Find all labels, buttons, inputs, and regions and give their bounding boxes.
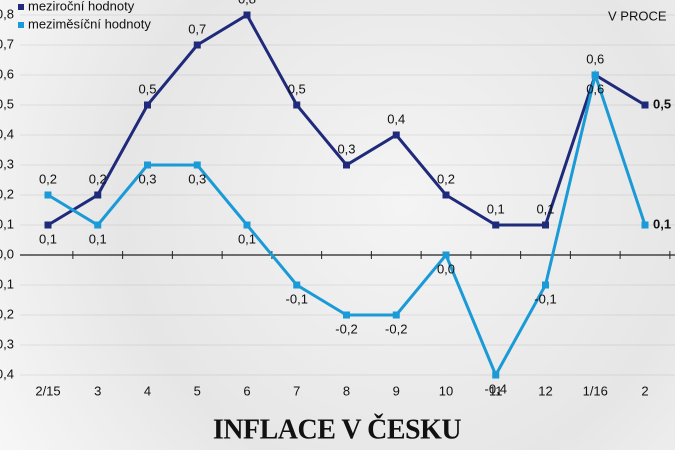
point [591, 71, 599, 79]
data-label: 0,5 [288, 81, 306, 96]
point [193, 161, 201, 169]
point [442, 191, 450, 199]
legend-label: meziroční hodnoty [28, 0, 135, 13]
data-label: 0,1 [89, 231, 107, 246]
x-tick-label: 9 [393, 383, 400, 398]
x-tick-label: 12 [538, 383, 552, 398]
data-label: 0,0 [437, 261, 455, 276]
point [641, 101, 649, 109]
point [343, 311, 350, 319]
point [492, 371, 500, 379]
point [343, 161, 350, 169]
data-label: 0,3 [337, 141, 355, 156]
y-tick-label: 0,5 [0, 96, 14, 111]
point [44, 221, 52, 229]
x-tick-label: 3 [94, 383, 101, 398]
point [44, 191, 52, 199]
x-tick-label: 2 [641, 383, 648, 398]
x-tick-label: 8 [343, 383, 350, 398]
point [243, 11, 251, 19]
data-label: -0,1 [534, 291, 556, 306]
legend-marker [18, 4, 24, 10]
y-tick-label: 0,4 [0, 126, 14, 141]
point [392, 311, 400, 319]
x-tick-label: 1/16 [583, 383, 608, 398]
point [193, 41, 201, 49]
y-tick-label: 0,6 [0, 66, 14, 81]
data-label: 0,3 [138, 171, 156, 186]
data-label: 0,6 [586, 51, 604, 66]
data-label: 0,4 [387, 111, 405, 126]
x-tick-label: 10 [439, 383, 453, 398]
data-label: 0,2 [89, 171, 107, 186]
point [542, 221, 549, 229]
data-label: 0,5 [138, 81, 156, 96]
legend-marker [18, 22, 24, 28]
point [293, 281, 301, 289]
point [392, 131, 400, 139]
point [542, 281, 549, 289]
point [94, 191, 102, 199]
data-label: -0,2 [385, 321, 407, 336]
point [144, 101, 151, 109]
legend-label: meziměsíční hodnoty [28, 16, 151, 31]
data-label: -0,4 [485, 381, 507, 396]
data-label: 0,1 [238, 231, 256, 246]
data-label: 0,6 [586, 81, 604, 96]
y-tick-label: 0,7 [0, 36, 14, 51]
y-tick-label: 0,0 [0, 246, 14, 261]
data-label: 0,1 [653, 216, 671, 231]
y-tick-label: 0,3 [0, 156, 14, 171]
point [442, 251, 450, 259]
data-label: -0,1 [286, 291, 308, 306]
chart-title: INFLACE V ČESKU [213, 414, 461, 445]
point [641, 221, 649, 229]
point [293, 101, 301, 109]
y-tick-label: 0,8 [0, 6, 14, 21]
y-tick-label: -0,1 [0, 276, 14, 291]
data-label: 0,8 [238, 0, 256, 6]
x-tick-label: 4 [144, 383, 151, 398]
data-label: 0,1 [487, 201, 505, 216]
x-tick-label: 5 [194, 383, 201, 398]
unit-note: V PROCE [608, 8, 667, 23]
y-tick-label: -0,4 [0, 366, 14, 381]
x-tick-label: 11 [489, 383, 503, 398]
point [144, 161, 151, 169]
y-tick-label: -0,3 [0, 336, 14, 351]
data-label: 0,7 [188, 21, 206, 36]
x-tick-label: 6 [243, 383, 250, 398]
data-label: -0,2 [335, 321, 357, 336]
data-label: 0,3 [188, 171, 206, 186]
point [243, 221, 251, 229]
y-tick-label: 0,1 [0, 216, 14, 231]
data-label: 0,1 [39, 231, 57, 246]
y-tick-label: 0,2 [0, 186, 14, 201]
x-tick-label: 7 [293, 383, 300, 398]
x-tick-label: 2/15 [35, 383, 60, 398]
series-line [47, 12, 646, 227]
point [492, 221, 500, 229]
data-label: 0,2 [437, 171, 455, 186]
data-label: 0,1 [536, 201, 554, 216]
y-tick-label: -0,2 [0, 306, 14, 321]
data-label: 0,2 [39, 171, 57, 186]
point [94, 221, 102, 229]
data-label: 0,5 [653, 96, 671, 111]
